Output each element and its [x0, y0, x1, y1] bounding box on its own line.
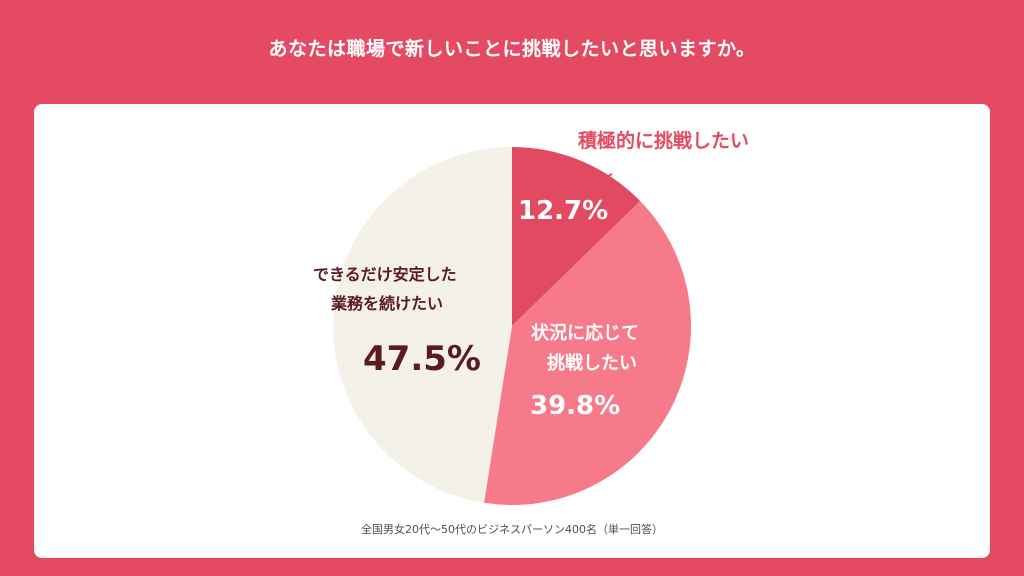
pie-slice-situational: [483, 201, 691, 506]
slice-label-situational-line1: 状況に応じて: [531, 322, 639, 344]
slice-label-stable-line2: 業務を続けたい: [330, 294, 443, 313]
slice-value-active: 12.7%: [518, 196, 608, 226]
survey-note: 全国男女20代〜50代のビジネスパーソン400名（単一回答）: [361, 523, 663, 536]
callout-leader-line: [589, 173, 613, 187]
slice-label-active-line1: 積極的に挑戦したい: [578, 129, 749, 152]
pie-slices: [333, 147, 691, 506]
page-title: あなたは職場で新しいことに挑戦したいと思いますか。: [268, 38, 756, 60]
pie-slice-active: [512, 147, 641, 326]
slice-value-stable: 47.5%: [363, 339, 481, 379]
slice-value-situational: 39.8%: [530, 391, 620, 421]
slice-label-stable-line1: できるだけ安定した: [313, 265, 457, 284]
slice-label-situational-line2: 挑戦したい: [547, 352, 637, 374]
pie-slice-stable: [333, 147, 512, 503]
